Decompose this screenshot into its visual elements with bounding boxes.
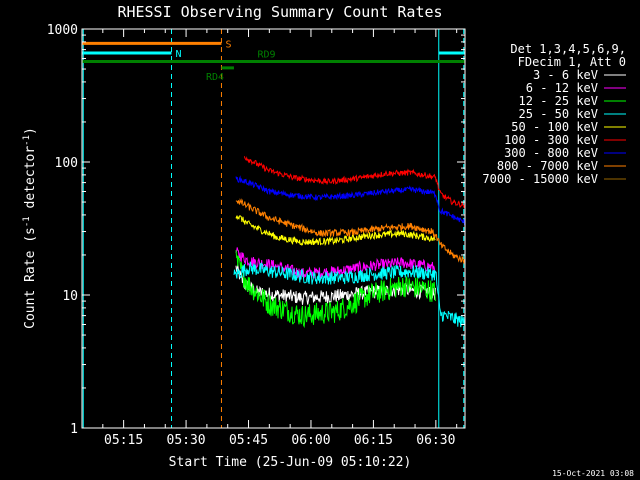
y-tick-label-1: 1 — [70, 422, 78, 437]
series-line-8 — [235, 198, 465, 265]
flag-label-n: N — [176, 49, 182, 60]
legend-label-8: 800 - 7000 keV — [497, 159, 598, 173]
x-tick-label-5: 06:15 — [354, 433, 393, 448]
series-line-6 — [243, 156, 466, 208]
series-line-5 — [235, 214, 436, 246]
flag-label-rd4: RD4 — [206, 72, 224, 83]
legend-label-7: 300 - 800 keV — [504, 146, 598, 160]
legend-label-6: 100 - 300 keV — [504, 133, 598, 147]
flag-label-rd9: RD9 — [257, 49, 275, 60]
series-line-3 — [235, 250, 436, 329]
legend-label-3: 12 - 25 keV — [519, 94, 598, 108]
legend-label-9: 7000 - 15000 keV — [482, 172, 598, 186]
axis-ticks: 05:15 05:30 05:45 06:00 06:15 06:30 1 10 100 1000 — [47, 23, 465, 448]
series-line-7 — [235, 175, 465, 225]
legend-header-1: Det 1,3,4,5,6,9, — [510, 42, 626, 56]
series-line-1 — [235, 264, 436, 305]
x-tick-label-2: 05:30 — [167, 433, 206, 448]
y-tick-label-3: 100 — [55, 156, 78, 171]
series-line-4 — [233, 261, 466, 328]
legend-label-4: 25 - 50 keV — [519, 107, 598, 121]
plot-area: S N RD9 RD4 — [82, 29, 466, 428]
x-tick-label-1: 05:15 — [104, 433, 143, 448]
legend-label-1: 3 - 6 keV — [533, 68, 598, 82]
x-tick-label-3: 05:45 — [229, 433, 268, 448]
y-axis-label: Count Rate (s-1 detector-1) — [22, 127, 38, 329]
y-tick-label-4: 1000 — [47, 23, 78, 38]
series-line-2 — [235, 247, 436, 279]
footer-date: 15-Oct-2021 03:08 — [552, 469, 634, 478]
plot-frame — [81, 28, 466, 429]
x-axis-label: Start Time (25-Jun-09 05:10:22) — [169, 455, 412, 470]
legend-header-2: FDecim 1, Att 0 — [518, 55, 626, 69]
x-tick-label-6: 06:30 — [416, 433, 455, 448]
legend-label-5: 50 - 100 keV — [511, 120, 598, 134]
y-tick-label-2: 10 — [62, 289, 78, 304]
flag-label-s: S — [225, 39, 231, 50]
chart-title: RHESSI Observing Summary Count Rates — [117, 3, 442, 21]
legend: Det 1,3,4,5,6,9, FDecim 1, Att 0 3 - 6 k… — [482, 42, 626, 186]
legend-label-2: 6 - 12 keV — [526, 81, 598, 95]
x-tick-label-4: 06:00 — [291, 433, 330, 448]
